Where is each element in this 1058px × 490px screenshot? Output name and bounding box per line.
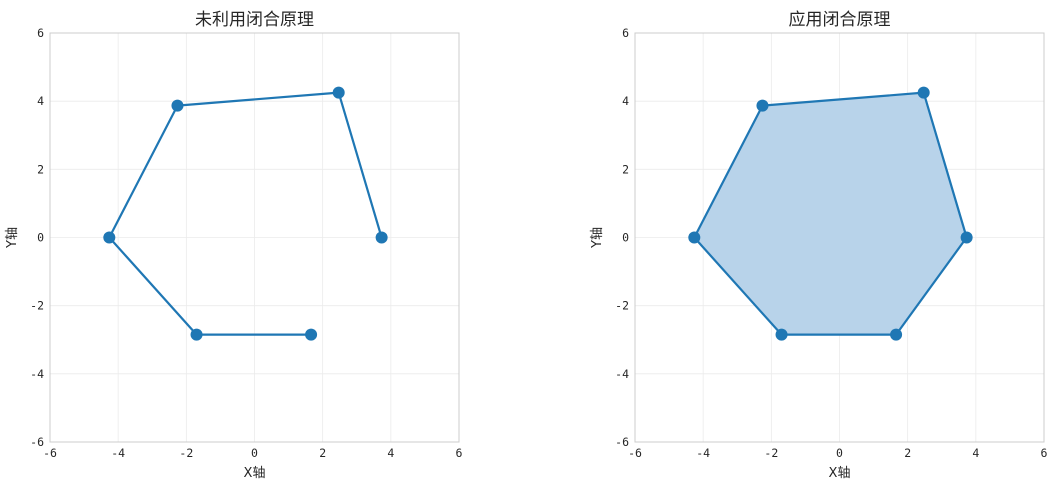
y-tick-label: -4 (615, 367, 629, 381)
x-tick-label: -4 (111, 446, 125, 460)
x-tick-label: -2 (764, 446, 778, 460)
data-point (190, 328, 203, 341)
data-point (960, 231, 973, 244)
x-tick-label: -4 (696, 446, 710, 460)
y-tick-label: -6 (30, 435, 44, 449)
data-point (917, 86, 930, 99)
y-axis-label: Y轴 (590, 227, 605, 249)
data-point (103, 231, 116, 244)
data-point (756, 99, 769, 112)
y-tick-label: 0 (622, 231, 629, 245)
y-tick-label: 4 (37, 94, 44, 108)
series-line (108, 91, 383, 336)
chart-closed: 应用闭合原理 X轴 Y轴 -6 -4 -2 0 2 4 6 -6 -4 -2 0 2 4 6 (590, 10, 1048, 481)
data-point (332, 86, 345, 99)
x-tick-label: -6 (628, 446, 642, 460)
y-tick-label: -6 (615, 435, 629, 449)
y-tick-label: 2 (622, 162, 629, 176)
data-point (688, 231, 701, 244)
y-tick-label: -2 (615, 299, 629, 313)
data-point (890, 328, 903, 341)
plot-frame (634, 32, 1045, 443)
y-axis-label: Y轴 (5, 227, 20, 249)
data-point (171, 99, 184, 112)
x-tick-label: 4 (972, 446, 979, 460)
y-tick-label: 2 (37, 162, 44, 176)
chart-title: 未利用闭合原理 (195, 10, 314, 30)
polygon-fill-area (694, 92, 967, 335)
y-tick-label: -4 (30, 367, 44, 381)
x-tick-label: 4 (387, 446, 394, 460)
x-tick-label: 0 (836, 446, 843, 460)
x-tick-label: 6 (1041, 446, 1048, 460)
y-tick-label: 4 (622, 94, 629, 108)
y-tick-label: 6 (622, 26, 629, 40)
chart-title: 应用闭合原理 (789, 10, 891, 30)
x-axis-label: X轴 (829, 466, 851, 481)
x-tick-label: 0 (251, 446, 258, 460)
chart-unclosed: 未利用闭合原理 X轴 Y轴 -6 -4 -2 0 2 4 6 -6 -4 -2 0 2 4 6 (5, 10, 463, 481)
x-tick-label: -6 (43, 446, 57, 460)
x-tick-label: 2 (319, 446, 326, 460)
plot-frame (49, 32, 460, 443)
data-point (305, 328, 318, 341)
y-tick-label: -2 (30, 299, 44, 313)
x-tick-label: 2 (904, 446, 911, 460)
x-axis-label: X轴 (244, 466, 266, 481)
x-tick-label: 6 (456, 446, 463, 460)
data-point (375, 231, 388, 244)
y-tick-label: 0 (37, 231, 44, 245)
data-point (775, 328, 788, 341)
y-tick-label: 6 (37, 26, 44, 40)
x-tick-label: -2 (179, 446, 193, 460)
